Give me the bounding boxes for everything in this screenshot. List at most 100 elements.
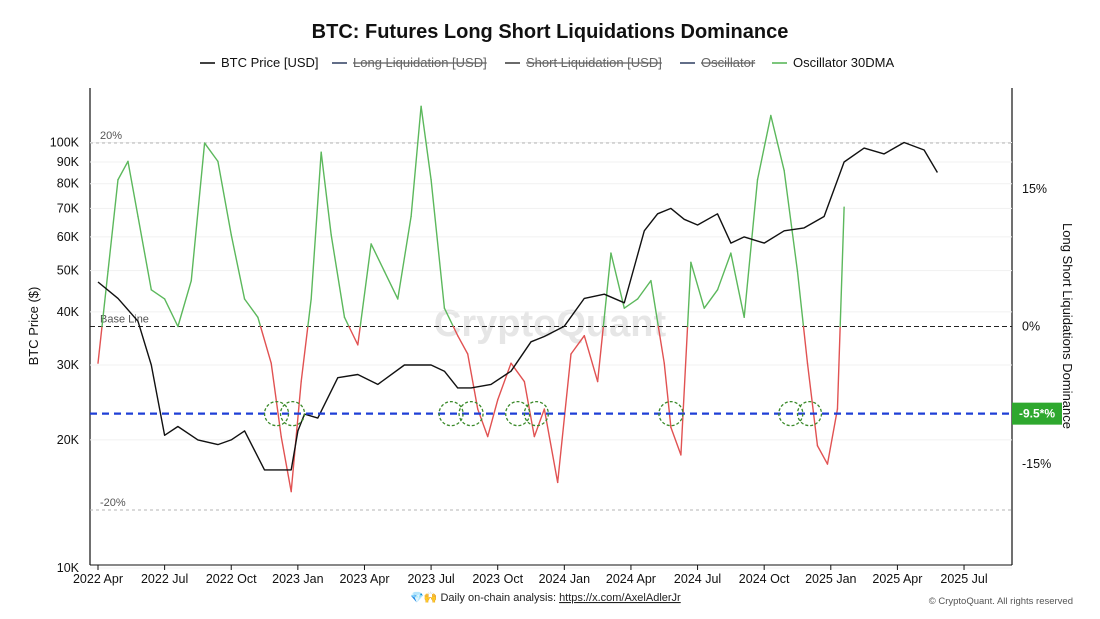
oscillator-segment: [230, 234, 246, 300]
oscillator-segment: [359, 243, 372, 328]
x-tick-label: 2023 Jan: [272, 572, 323, 586]
x-tick-label: 2022 Apr: [73, 572, 123, 586]
oscillator-segment: [796, 270, 805, 328]
x-tick-label: 2023 Apr: [339, 572, 389, 586]
oscillator-segment: [623, 298, 639, 309]
oscillator-segment: [610, 252, 625, 309]
threshold-badge: [1012, 402, 1062, 425]
oscillator-segment: [150, 289, 166, 300]
oscillator-segment: [452, 325, 459, 337]
oscillator-segment: [716, 252, 732, 291]
oscillator-segment: [270, 362, 282, 438]
left-tick-label: 70K: [57, 201, 80, 215]
oscillator-segment: [370, 243, 386, 273]
x-tick-label: 2023 Oct: [472, 572, 523, 586]
oscillator-segment: [570, 334, 586, 355]
oscillator-segment: [756, 114, 772, 181]
oscillator-segment: [836, 325, 841, 410]
left-tick-label: 60K: [57, 230, 80, 244]
oscillator-segment: [257, 316, 262, 328]
oscillator-segment: [730, 252, 745, 319]
btc-price-series: [97, 141, 939, 471]
oscillator-segment: [443, 307, 454, 328]
oscillator-segment: [663, 362, 672, 429]
oscillator-segment: [680, 325, 689, 456]
x-axis-ticks: 2022 Apr 2022 Jul 2022 Oct 2023 Jan 2023 Apr…: [73, 565, 988, 586]
x-tick-label: 2025 Apr: [872, 572, 922, 586]
chart-legend: BTC Price [USD] Long Liquidation [USD] Sho…: [200, 55, 894, 70]
footer-prefix: 💎🙌 Daily on-chain analysis:: [410, 591, 559, 604]
signal-circle: [438, 400, 464, 427]
legend-item[interactable]: Oscillator: [701, 55, 756, 70]
watermark: CryptoQuant: [434, 303, 667, 345]
left-tick-label: 30K: [57, 358, 80, 372]
oscillator-segment: [117, 160, 129, 181]
oscillator-segment: [806, 362, 819, 447]
legend-item[interactable]: Oscillator 30DMA: [793, 55, 894, 70]
oscillator-segment: [657, 325, 665, 364]
oscillator-segment: [97, 325, 103, 364]
reference-line-label: -20%: [100, 497, 126, 509]
oscillator-segment: [497, 362, 512, 401]
x-tick-label: 2024 Jan: [539, 572, 590, 586]
left-tick-label: 100K: [50, 135, 80, 149]
oscillator-segment: [383, 270, 399, 300]
oscillator-segment: [280, 435, 292, 493]
oscillator-segment: [137, 215, 152, 291]
oscillator-segment: [330, 234, 346, 319]
oscillator-segment: [743, 179, 759, 319]
x-tick-label: 2025 Jan: [805, 572, 856, 586]
oscillator-segment: [690, 261, 705, 309]
left-tick-label: 10K: [57, 561, 80, 575]
oscillator-segment: [686, 261, 692, 328]
oscillator-segment: [783, 169, 799, 273]
oscillator-segment: [826, 408, 839, 465]
oscillator-segment: [310, 151, 322, 300]
oscillator-segment: [487, 399, 499, 438]
legend-item[interactable]: BTC Price [USD]: [221, 55, 319, 70]
x-tick-label: 2024 Apr: [606, 572, 656, 586]
oscillator-segment: [397, 215, 412, 300]
oscillator-segment: [203, 142, 219, 163]
copyright-text: © CryptoQuant. All rights reserved: [929, 596, 1073, 607]
oscillator-segment: [650, 279, 660, 328]
left-axis-ticks: 10K 20K 30K 40K 50K 60K 70K 80K 90K 100K: [50, 135, 80, 575]
signal-circle: [263, 400, 290, 427]
oscillator-segment: [290, 380, 302, 493]
chart-title: BTC: Futures Long Short Liquidations Dom…: [312, 21, 789, 43]
signal-circles: [263, 400, 823, 427]
oscillator-segment: [533, 408, 546, 438]
oscillator-segment: [839, 206, 845, 328]
oscillator-segment: [307, 298, 312, 328]
oscillator-segment: [107, 179, 119, 273]
btc-price-line: [97, 141, 939, 471]
left-tick-label: 40K: [57, 305, 80, 319]
right-axis-label: Long Short Liquidations Dominance: [1060, 223, 1075, 429]
signal-circle: [796, 400, 823, 427]
oscillator-segment: [457, 334, 469, 355]
oscillator-segment: [217, 160, 232, 236]
oscillator-segment: [320, 151, 332, 236]
oscillator-segment: [357, 325, 361, 346]
oscillator-segment: [467, 353, 479, 410]
x-tick-label: 2022 Jul: [141, 572, 188, 586]
footer-link[interactable]: https://x.com/AxelAdlerJr: [559, 592, 681, 604]
oscillator-segment: [670, 426, 682, 456]
signal-circle: [658, 400, 684, 427]
oscillator-segment: [177, 279, 192, 328]
reference-line-label: 20%: [100, 130, 122, 142]
x-tick-label: 2023 Jul: [407, 572, 454, 586]
oscillator-segment: [596, 325, 605, 383]
legend-item[interactable]: Long Liquidation [USD]: [353, 55, 487, 70]
legend-item[interactable]: Short Liquidation [USD]: [526, 55, 662, 70]
right-tick-label: 0%: [1022, 320, 1040, 334]
oscillator-segment: [556, 353, 572, 484]
oscillator-segment: [583, 334, 599, 383]
oscillator-segment: [343, 316, 350, 328]
x-tick-label: 2022 Oct: [206, 572, 257, 586]
threshold-label: -9.5*%: [1019, 407, 1055, 421]
oscillator-segment: [348, 325, 359, 346]
oscillator-segment: [300, 325, 309, 383]
reference-lines: 20% Base Line -20%: [90, 130, 1012, 511]
